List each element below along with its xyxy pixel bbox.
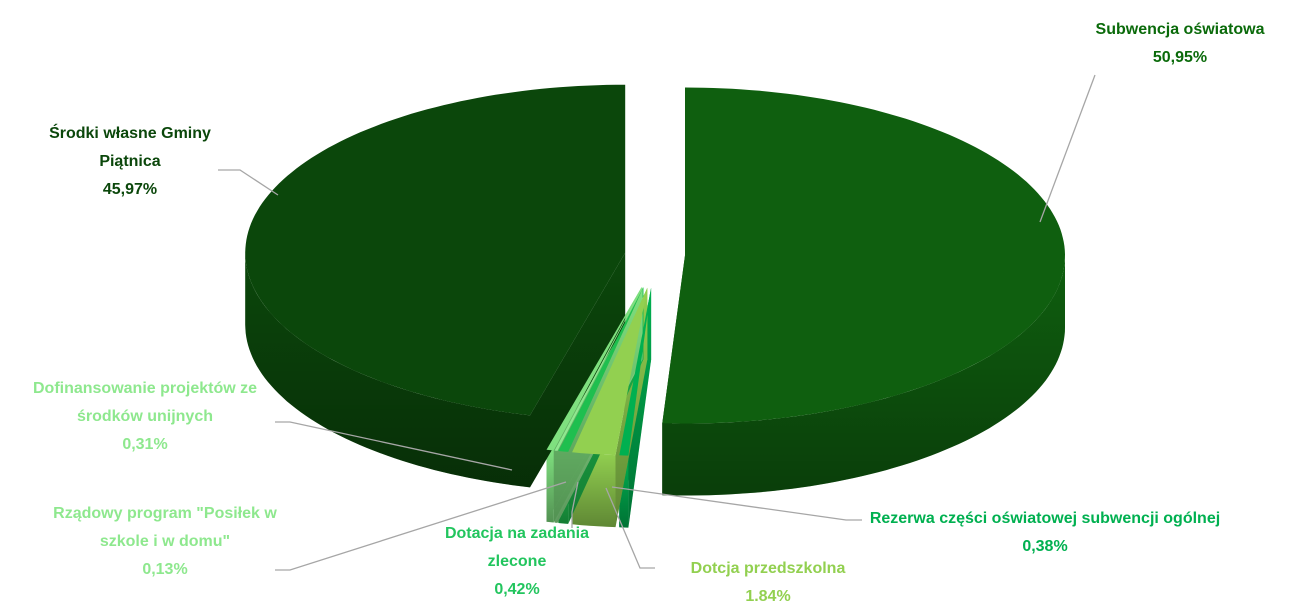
slice-value: 0,38%: [1022, 538, 1068, 555]
leader-line: [218, 169, 279, 196]
slice-name: Środki własne Gminy Piątnica: [49, 125, 211, 170]
slice-name: Dotacja na zadania zlecone: [444, 525, 590, 570]
slice-value: 0,13%: [142, 561, 188, 578]
leader-line: [611, 486, 862, 521]
slice: [558, 287, 644, 452]
leader-line: [571, 481, 579, 528]
slice-label: Środki własne Gminy Piątnica 45,97%: [45, 120, 215, 204]
slice: [619, 287, 652, 456]
leader-line: [275, 421, 513, 471]
slice-wall-shade: [245, 252, 530, 488]
slice-value: 0,42%: [494, 581, 540, 598]
leader-line: [605, 487, 655, 569]
leader-line: [275, 481, 567, 571]
slice-name: Subwencja oświatowa: [1095, 21, 1265, 38]
slice-value: 45,97%: [102, 181, 158, 198]
slice-value: 50,95%: [1152, 49, 1208, 66]
slice-value: 1.84%: [745, 588, 791, 605]
slice-name: Rządowy program "Posiłek w szkole i w do…: [53, 505, 277, 550]
slice-name: Dotcja przedszkolna: [690, 560, 846, 577]
slice-name: Dofinansowanie projektów ze środków unij…: [32, 380, 258, 425]
pie-tops: [245, 84, 1065, 456]
slice-label: Rezerwa części oświatowej subwencji ogól…: [865, 505, 1225, 561]
slice-wall-shade: [546, 449, 554, 523]
slice-value: 0,31%: [122, 436, 168, 453]
leader-lines: [218, 74, 1096, 571]
slice-label: Dotacja na zadania zlecone 0,42%: [422, 520, 612, 604]
slice-name: Rezerwa części oświatowej subwencji ogól…: [869, 510, 1221, 527]
slice-label: Dotcja przedszkolna 1.84%: [648, 555, 888, 611]
slice-label: Dofinansowanie projektów ze środków unij…: [15, 375, 275, 459]
slice: [662, 87, 1065, 424]
slice: [572, 287, 648, 456]
leader-line: [1039, 74, 1096, 223]
slice-label: Rządowy program "Posiłek w szkole i w do…: [35, 500, 295, 584]
slice-label: Subwencja oświatowa 50,95%: [1050, 16, 1293, 72]
slice-wall-shade: [662, 255, 1065, 496]
slice: [546, 287, 642, 451]
slice: [245, 84, 626, 416]
slice: [554, 287, 643, 451]
slice-cut-shade: [530, 252, 626, 488]
